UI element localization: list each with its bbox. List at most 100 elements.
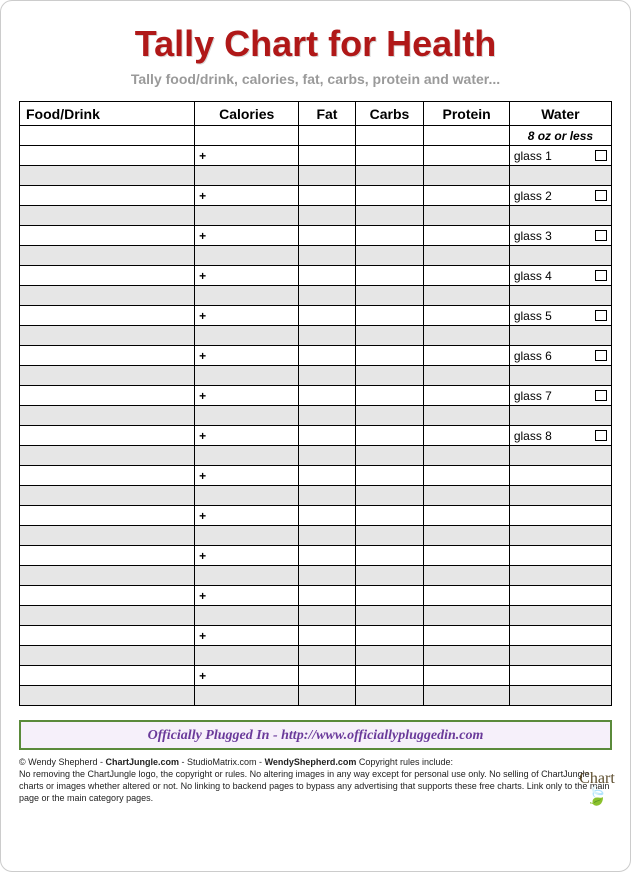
food-cell	[20, 386, 195, 406]
table-row	[20, 686, 612, 706]
fat-cell	[299, 426, 355, 446]
fat-cell	[299, 186, 355, 206]
shaded-cell	[424, 326, 509, 346]
water-cell	[509, 466, 611, 486]
food-cell	[20, 146, 195, 166]
table-row	[20, 566, 612, 586]
carbs-cell	[355, 426, 424, 446]
shaded-cell	[299, 686, 355, 706]
shaded-cell	[424, 246, 509, 266]
carbs-cell	[355, 666, 424, 686]
shaded-cell	[355, 286, 424, 306]
plus-cell: +	[195, 666, 299, 686]
table-row: +	[20, 626, 612, 646]
shaded-cell	[509, 286, 611, 306]
water-glass-cell: glass 1	[509, 146, 611, 166]
shaded-cell	[509, 686, 611, 706]
protein-cell	[424, 126, 509, 146]
shaded-cell	[20, 486, 195, 506]
shaded-cell	[195, 166, 299, 186]
protein-cell	[424, 226, 509, 246]
water-glass-cell: glass 6	[509, 346, 611, 366]
shaded-cell	[299, 406, 355, 426]
water-glass-label: glass 5	[514, 309, 552, 323]
shaded-cell	[509, 646, 611, 666]
fat-cell	[299, 546, 355, 566]
plus-cell: +	[195, 546, 299, 566]
food-cell	[20, 546, 195, 566]
table-row: 8 oz or less	[20, 126, 612, 146]
table-row: +	[20, 466, 612, 486]
fat-cell	[299, 466, 355, 486]
table-row	[20, 366, 612, 386]
food-cell	[20, 466, 195, 486]
water-cell	[509, 626, 611, 646]
shaded-cell	[424, 486, 509, 506]
food-cell	[20, 346, 195, 366]
plus-cell: +	[195, 226, 299, 246]
table-row	[20, 486, 612, 506]
food-cell	[20, 266, 195, 286]
shaded-cell	[299, 166, 355, 186]
shaded-cell	[424, 646, 509, 666]
protein-cell	[424, 146, 509, 166]
plus-cell: +	[195, 426, 299, 446]
water-glass-cell: glass 5	[509, 306, 611, 326]
shaded-cell	[20, 526, 195, 546]
table-row: +glass 7	[20, 386, 612, 406]
water-glass-label: glass 2	[514, 189, 552, 203]
banner-text: Officially Plugged In - http://www.offic…	[148, 728, 484, 743]
fat-cell	[299, 126, 355, 146]
shaded-cell	[355, 206, 424, 226]
checkbox-icon	[595, 430, 607, 441]
footer: © Wendy Shepherd - ChartJungle.com - Stu…	[19, 756, 612, 805]
shaded-cell	[299, 486, 355, 506]
col-header-fat: Fat	[299, 102, 355, 126]
food-cell	[20, 626, 195, 646]
water-glass-cell: glass 8	[509, 426, 611, 446]
water-glass-cell: glass 4	[509, 266, 611, 286]
shaded-cell	[299, 566, 355, 586]
shaded-cell	[509, 486, 611, 506]
footer-site-2: WendyShepherd.com	[265, 757, 357, 767]
carbs-cell	[355, 386, 424, 406]
table-row: +glass 6	[20, 346, 612, 366]
carbs-cell	[355, 266, 424, 286]
fat-cell	[299, 666, 355, 686]
checkbox-icon	[595, 350, 607, 361]
shaded-cell	[299, 366, 355, 386]
shaded-cell	[509, 446, 611, 466]
carbs-cell	[355, 586, 424, 606]
shaded-cell	[355, 366, 424, 386]
checkbox-icon	[595, 230, 607, 241]
shaded-cell	[355, 606, 424, 626]
table-row	[20, 286, 612, 306]
carbs-cell	[355, 506, 424, 526]
shaded-cell	[355, 326, 424, 346]
plus-cell: +	[195, 146, 299, 166]
shaded-cell	[355, 166, 424, 186]
plus-cell: +	[195, 386, 299, 406]
table-row: + glass 8	[20, 426, 612, 446]
water-cell	[509, 506, 611, 526]
fat-cell	[299, 386, 355, 406]
food-cell	[20, 666, 195, 686]
shaded-cell	[195, 526, 299, 546]
shaded-cell	[20, 566, 195, 586]
carbs-cell	[355, 146, 424, 166]
table-row: +	[20, 666, 612, 686]
table-row: +	[20, 506, 612, 526]
shaded-cell	[20, 366, 195, 386]
shaded-cell	[20, 166, 195, 186]
shaded-cell	[509, 206, 611, 226]
shaded-cell	[20, 286, 195, 306]
shaded-cell	[195, 686, 299, 706]
fat-cell	[299, 506, 355, 526]
shaded-cell	[195, 206, 299, 226]
page-title: Tally Chart for Health	[19, 23, 612, 65]
col-header-water: Water	[509, 102, 611, 126]
table-row	[20, 446, 612, 466]
shaded-cell	[509, 246, 611, 266]
water-cell	[509, 666, 611, 686]
shaded-cell	[509, 366, 611, 386]
